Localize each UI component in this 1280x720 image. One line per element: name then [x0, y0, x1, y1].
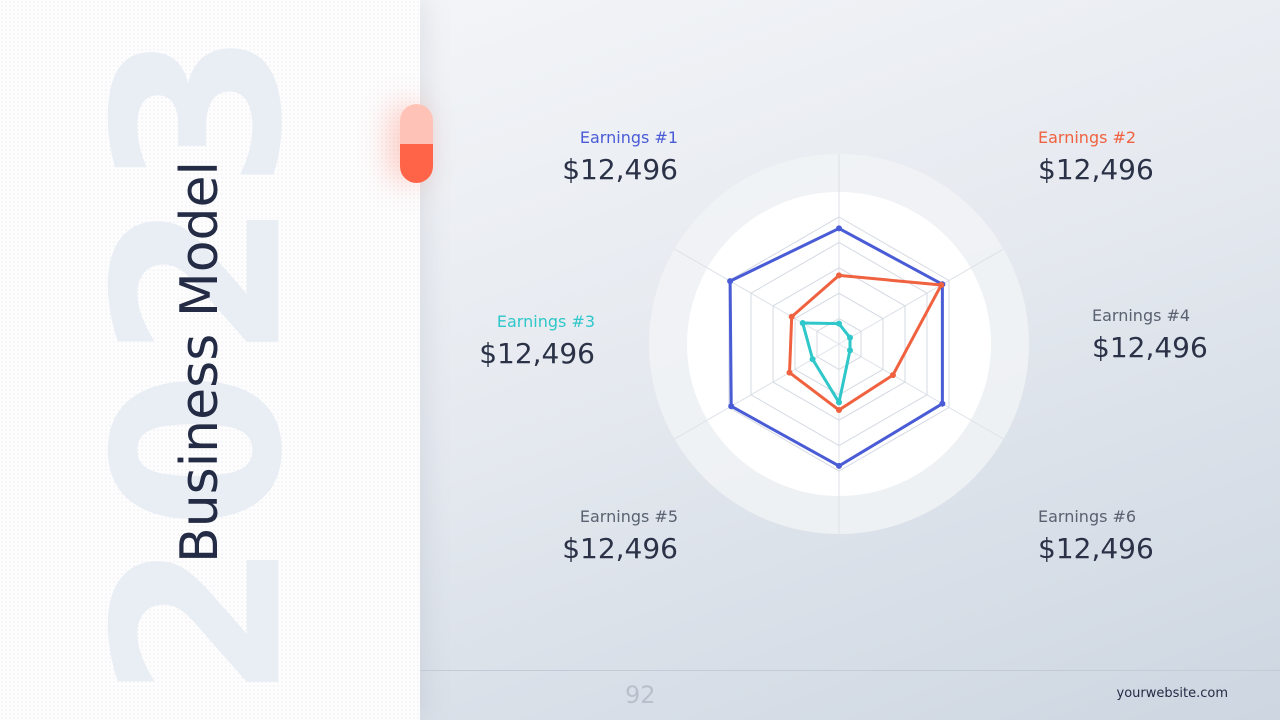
earnings-card: Earnings #2 $12,496: [1038, 128, 1238, 186]
card-value: $12,496: [1038, 532, 1154, 565]
axis-line: [838, 343, 1004, 440]
card-label: Earnings #4: [1092, 306, 1191, 325]
radar-point: [836, 320, 842, 327]
card-value: $12,496: [562, 532, 678, 565]
grid-ring: [772, 267, 906, 421]
radar-point: [836, 462, 842, 469]
radar-point: [786, 369, 793, 376]
card-value: $12,496: [562, 153, 678, 186]
radar-point: [846, 347, 853, 354]
card-label: Earnings #3: [496, 312, 595, 331]
earnings-card: Earnings #3 $12,496: [395, 312, 595, 370]
card-label: Earnings #6: [1038, 507, 1137, 526]
page-number: 92: [625, 681, 656, 709]
left-panel: 2023 Business Model: [0, 0, 420, 720]
decor-pill: [400, 104, 433, 183]
card-value: $12,496: [1092, 331, 1208, 364]
radar-point: [836, 399, 842, 406]
website: yourwebsite.com: [1116, 686, 1229, 701]
card-value: $12,496: [479, 337, 595, 370]
radar-point: [939, 400, 946, 407]
radar-point: [836, 272, 842, 279]
radar-point: [846, 334, 853, 341]
grid-ring: [794, 292, 884, 396]
radar-point: [727, 278, 734, 285]
axis-line: [674, 248, 840, 345]
earnings-card: Earnings #5 $12,496: [478, 507, 678, 565]
card-label: Earnings #1: [579, 128, 678, 147]
radar-point: [799, 320, 806, 327]
earnings-card: Earnings #6 $12,496: [1038, 507, 1238, 565]
earnings-card: Earnings #4 $12,496: [1092, 306, 1280, 364]
radar-point: [836, 225, 842, 232]
grid-ring: [750, 241, 928, 447]
grid-ring: [816, 318, 862, 370]
radar-point: [889, 372, 896, 379]
radar-point: [938, 281, 945, 288]
axis-line: [838, 248, 1004, 345]
earnings-card: Earnings #1 $12,496: [478, 128, 678, 186]
radar-point: [836, 407, 842, 414]
radar-point: [788, 313, 795, 320]
radar-point: [809, 356, 816, 363]
radar-point: [728, 403, 735, 410]
card-label: Earnings #2: [1038, 128, 1137, 147]
card-label: Earnings #5: [579, 507, 678, 526]
card-value: $12,496: [1038, 153, 1154, 186]
footer-line: [420, 670, 1280, 671]
